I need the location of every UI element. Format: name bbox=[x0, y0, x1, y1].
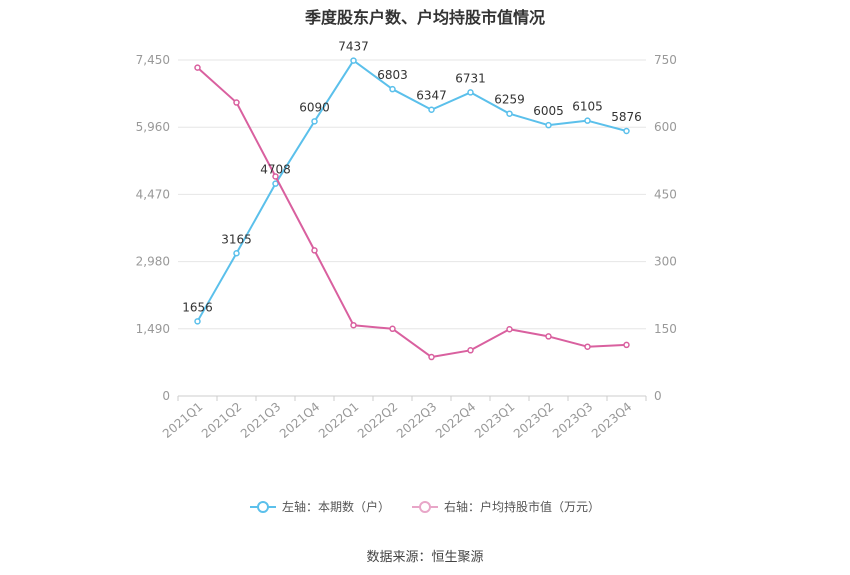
holders-point bbox=[467, 89, 474, 96]
market-value-point bbox=[428, 353, 435, 361]
market-value-point bbox=[467, 347, 474, 354]
data-labels: 1656 3165 4708 6090 7437 6803 6347 6731 6259 6005… bbox=[182, 40, 642, 315]
series-layer bbox=[194, 57, 630, 361]
left-tick-label: 5,960 bbox=[136, 120, 170, 134]
holders-point bbox=[623, 127, 630, 135]
legend-item-left-series[interactable]: 左轴：本期数（户） bbox=[249, 498, 390, 515]
market-value-point bbox=[233, 99, 240, 106]
market-value-point bbox=[350, 321, 357, 329]
data-label: 6347 bbox=[416, 89, 447, 103]
x-tick-label: 2021Q4 bbox=[277, 400, 322, 441]
holders-point bbox=[233, 250, 240, 257]
holders-point bbox=[545, 121, 552, 129]
holders-point bbox=[584, 117, 591, 124]
x-tick-label: 2023Q2 bbox=[511, 400, 556, 441]
x-tick-label: 2021Q2 bbox=[199, 400, 244, 441]
holders-point bbox=[389, 85, 396, 93]
legend-item-right-series[interactable]: 右轴：户均持股市值（万元） bbox=[412, 498, 600, 515]
legend-marker-blue-icon bbox=[249, 500, 276, 513]
market-value-point bbox=[584, 343, 591, 350]
x-tick-label: 2022Q2 bbox=[355, 400, 400, 441]
x-tick-label: 2023Q3 bbox=[550, 400, 595, 441]
data-label: 6731 bbox=[455, 71, 486, 85]
data-label: 6090 bbox=[299, 100, 330, 114]
left-tick-label: 7,450 bbox=[136, 53, 170, 67]
data-label: 4708 bbox=[260, 163, 291, 177]
x-axis: 2021Q12021Q22021Q32021Q42022Q12022Q22022… bbox=[160, 396, 647, 441]
data-label: 3165 bbox=[221, 232, 252, 246]
data-label: 5876 bbox=[611, 110, 642, 124]
line-chart: 0 1,490 2,980 4,470 5,960 7,450 0 150 300 450 600… bbox=[136, 40, 677, 441]
x-tick-label: 2021Q1 bbox=[160, 400, 205, 441]
data-label: 1656 bbox=[182, 300, 213, 314]
market-value-point bbox=[311, 247, 318, 254]
left-tick-label: 2,980 bbox=[136, 255, 170, 269]
holders-point bbox=[194, 318, 201, 325]
right-tick-label: 0 bbox=[654, 389, 662, 403]
right-tick-label: 750 bbox=[654, 53, 677, 67]
data-label: 6803 bbox=[377, 68, 408, 82]
holders-point bbox=[272, 180, 279, 187]
left-tick-label: 0 bbox=[162, 389, 170, 403]
holders-point bbox=[311, 118, 318, 125]
data-label: 6105 bbox=[572, 100, 603, 114]
right-tick-label: 150 bbox=[654, 322, 677, 336]
market-value-point bbox=[623, 341, 630, 349]
x-tick-label: 2021Q3 bbox=[238, 400, 283, 441]
x-tick-label: 2022Q4 bbox=[433, 400, 478, 441]
x-tick-label: 2023Q4 bbox=[589, 400, 634, 441]
left-tick-label: 1,490 bbox=[136, 322, 170, 336]
market-value-point bbox=[389, 325, 396, 333]
holders-point bbox=[350, 57, 357, 64]
market-value-point bbox=[272, 173, 279, 180]
chart-title: 季度股东户数、户均持股市值情况 bbox=[304, 8, 545, 27]
legend-marker-pink-icon bbox=[412, 500, 438, 513]
series-line-holders bbox=[196, 59, 627, 322]
data-label: 6259 bbox=[494, 93, 525, 107]
series-line-market-value bbox=[196, 66, 627, 359]
data-source: 数据来源：恒生聚源 bbox=[366, 550, 484, 565]
holders-point bbox=[428, 106, 435, 113]
market-value-point bbox=[194, 64, 201, 71]
right-axis: 0 150 300 450 600 750 bbox=[654, 53, 677, 403]
legend-label-right-series: 右轴：户均持股市值（万元） bbox=[444, 500, 601, 514]
right-tick-label: 600 bbox=[654, 120, 677, 134]
legend: 左轴：本期数（户） 右轴：户均持股市值（万元） bbox=[0, 498, 850, 515]
right-tick-label: 450 bbox=[654, 187, 677, 201]
legend-label-left-series: 左轴：本期数（户） bbox=[281, 500, 390, 514]
x-tick-label: 2022Q1 bbox=[316, 400, 361, 441]
right-tick-label: 300 bbox=[654, 255, 677, 269]
x-tick-label: 2022Q3 bbox=[394, 400, 439, 441]
market-value-point bbox=[506, 325, 513, 333]
left-axis: 0 1,490 2,980 4,470 5,960 7,450 bbox=[136, 53, 170, 403]
x-tick-label: 2023Q1 bbox=[472, 400, 517, 441]
data-label: 6005 bbox=[533, 104, 564, 118]
left-tick-label: 4,470 bbox=[136, 187, 170, 201]
data-label: 7437 bbox=[338, 40, 369, 54]
market-value-point bbox=[545, 333, 552, 340]
holders-point bbox=[506, 110, 513, 117]
